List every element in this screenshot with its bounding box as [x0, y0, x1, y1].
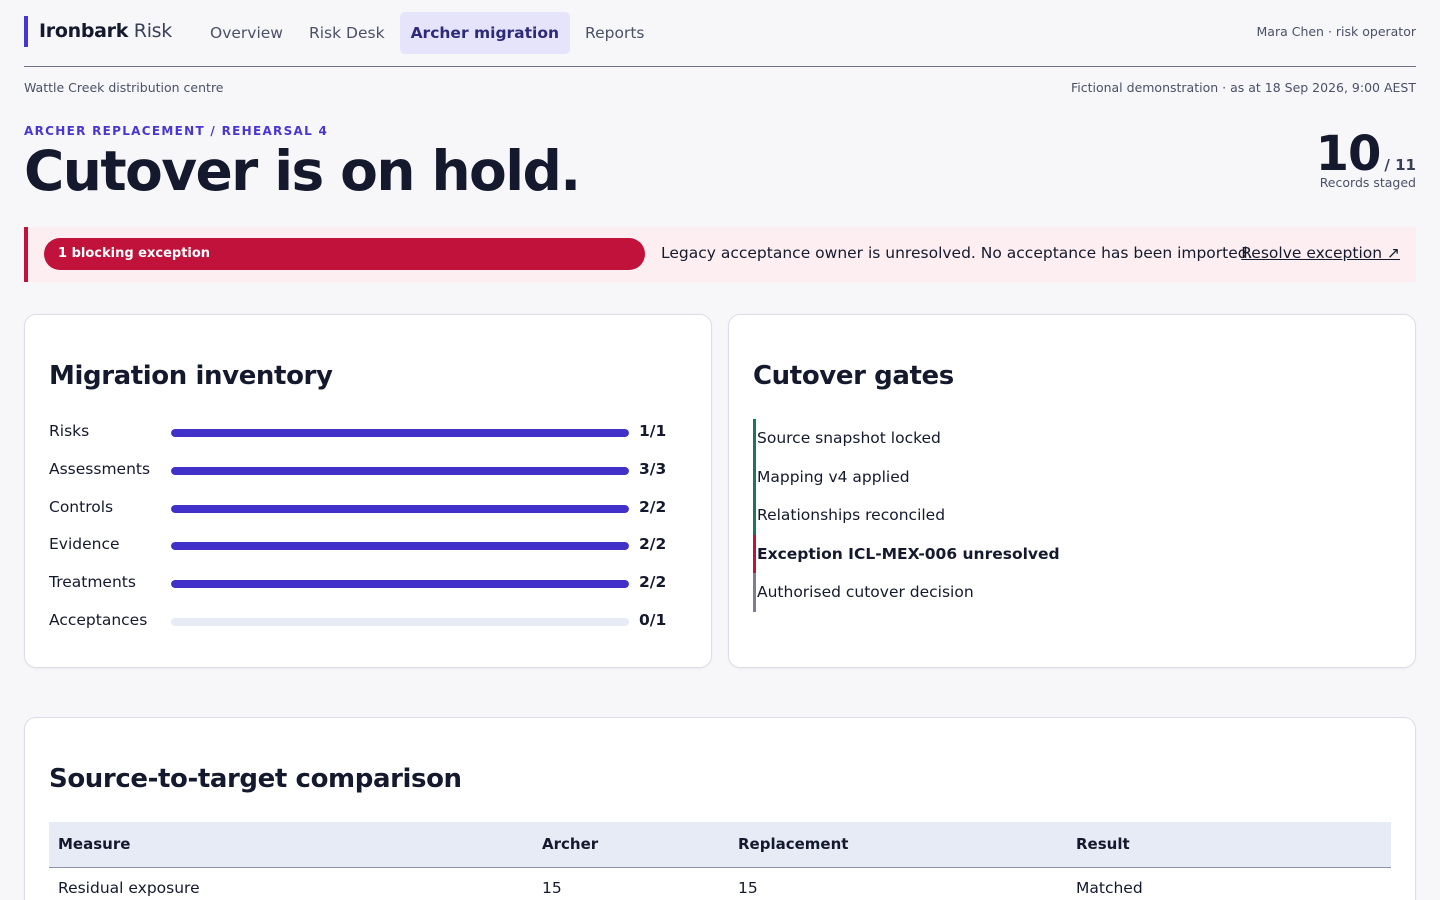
inventory-label: Assessments	[49, 459, 151, 478]
progress-track	[171, 580, 629, 589]
gate-list: Source snapshot locked Mapping v4 applied…	[753, 419, 1060, 612]
inventory-ratio: 1/1	[639, 422, 667, 440]
inventory-list: Risks 1/1 Assessments 3/3 Controls 2/2 Evidenc…	[49, 420, 669, 647]
comparison-table: Measure Archer Replacement Result Residu…	[49, 822, 1391, 900]
inventory-label: Treatments	[49, 573, 136, 592]
card-title: Migration inventory	[49, 361, 333, 391]
table-row: Residual exposure 15 15 Matched	[49, 867, 1391, 900]
gate-label: Exception ICL-MEX-006 unresolved	[757, 544, 1060, 563]
context-bar: Wattle Creek distribution centre Fiction…	[24, 67, 1416, 109]
stat-value: 10	[1315, 126, 1382, 182]
inventory-row: Assessments 3/3	[49, 458, 669, 496]
inventory-ratio: 2/2	[639, 497, 667, 516]
comparison-card: Source-to-target comparison Measure Arch…	[24, 717, 1416, 900]
table-header-row: Measure Archer Replacement Result	[49, 822, 1391, 868]
inventory-label: Acceptances	[49, 610, 148, 629]
stat-total: / 11	[1384, 156, 1416, 174]
page-header: Archer replacement / Rehearsal 4 Cutover…	[24, 109, 1416, 226]
card-title: Source-to-target comparison	[49, 764, 462, 794]
brand-name-bold: Ironbark	[39, 20, 129, 42]
inventory-ratio: 3/3	[639, 459, 667, 478]
progress-track	[171, 504, 629, 513]
nav-tab-archer-migration[interactable]: Archer migration	[399, 12, 571, 54]
gate-label: Source snapshot locked	[757, 429, 941, 447]
gate-item-done: Source snapshot locked	[753, 419, 1060, 458]
migration-inventory-card: Migration inventory Risks 1/1 Assessments 3…	[24, 314, 712, 668]
progress-fill	[171, 429, 629, 437]
gate-item-done: Relationships reconciled	[753, 496, 1060, 535]
inventory-row: Evidence 2/2	[49, 533, 669, 571]
resolve-exception-link[interactable]: Resolve exception ↗	[1241, 244, 1400, 262]
column-header-replacement[interactable]: Replacement	[729, 822, 1067, 868]
column-header-result[interactable]: Result	[1067, 822, 1391, 868]
inventory-row: Acceptances 0/1	[49, 609, 669, 647]
gate-label: Relationships reconciled	[757, 506, 946, 524]
stat-label: Records staged	[1319, 175, 1416, 190]
gate-item-blocked: Exception ICL-MEX-006 unresolved	[753, 534, 1060, 573]
cell-replacement: 15	[738, 878, 758, 897]
main-nav: Overview Risk Desk Archer migration Repo…	[199, 12, 656, 54]
blocking-exception-badge: 1 blocking exception	[44, 238, 645, 270]
progress-track	[171, 466, 629, 475]
progress-fill	[171, 580, 629, 589]
gate-item-pending: Authorised cutover decision	[753, 573, 1060, 612]
progress-track	[171, 617, 629, 626]
card-title: Cutover gates	[753, 361, 954, 391]
inventory-label: Controls	[49, 497, 114, 516]
nav-tab-risk-desk[interactable]: Risk Desk	[308, 24, 385, 42]
progress-fill	[171, 466, 629, 475]
gate-label: Authorised cutover decision	[757, 583, 974, 601]
cell-result: Matched	[1076, 878, 1143, 897]
progress-track	[171, 429, 629, 437]
brand-logo[interactable]: Ironbark Risk	[24, 16, 172, 47]
blocking-alert: 1 blocking exception Legacy acceptance o…	[24, 227, 1416, 282]
page-eyebrow: Archer replacement / Rehearsal 4	[24, 124, 329, 138]
inventory-ratio: 2/2	[639, 535, 667, 554]
inventory-label: Evidence	[49, 535, 120, 554]
progress-fill	[171, 504, 629, 513]
gate-item-done: Mapping v4 applied	[753, 457, 1060, 496]
inventory-ratio: 2/2	[639, 573, 667, 592]
records-staged-stat: 10/ 11 Records staged	[1316, 127, 1416, 190]
top-navigation: Ironbark Risk Overview Risk Desk Archer …	[24, 0, 1416, 67]
user-label[interactable]: Mara Chen · risk operator	[1256, 24, 1417, 39]
inventory-row: Treatments 2/2	[49, 571, 669, 609]
page-title: Cutover is on hold.	[24, 139, 581, 203]
as-at-timestamp: Fictional demonstration · as at 18 Sep 2…	[1070, 80, 1416, 95]
cutover-gates-card: Cutover gates Source snapshot locked Mapp…	[728, 314, 1416, 668]
cell-archer: 15	[542, 878, 562, 897]
gate-label: Mapping v4 applied	[757, 467, 910, 486]
inventory-row: Controls 2/2	[49, 496, 669, 534]
inventory-ratio: 0/1	[639, 610, 667, 629]
progress-fill	[171, 542, 629, 551]
column-header-measure[interactable]: Measure	[49, 822, 533, 868]
nav-tab-reports[interactable]: Reports	[585, 24, 645, 42]
progress-track	[171, 542, 629, 551]
cell-measure: Residual exposure	[58, 878, 200, 897]
inventory-label: Risks	[49, 422, 90, 440]
inventory-row: Risks 1/1	[49, 420, 669, 458]
brand-name-light: Risk	[133, 20, 172, 42]
column-header-archer[interactable]: Archer	[533, 822, 729, 868]
site-name: Wattle Creek distribution centre	[24, 80, 224, 95]
nav-tab-overview[interactable]: Overview	[210, 24, 283, 42]
alert-message: Legacy acceptance owner is unresolved. N…	[661, 244, 1253, 262]
